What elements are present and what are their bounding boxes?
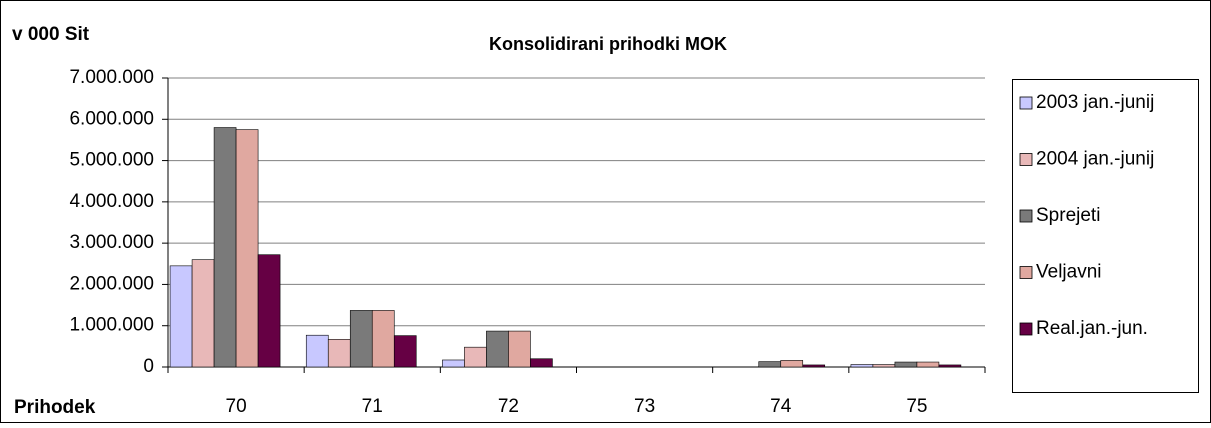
legend-swatch bbox=[1019, 266, 1033, 279]
legend-box bbox=[1012, 79, 1199, 393]
legend-label: 2004 jan.-junij bbox=[1036, 149, 1154, 170]
bar bbox=[802, 364, 826, 368]
x-tick-label: 74 bbox=[770, 396, 792, 417]
legend-swatch bbox=[1019, 209, 1033, 223]
legend-label: Sprejeti bbox=[1036, 205, 1100, 226]
y-tick-label: 6.000.000 bbox=[69, 108, 154, 129]
y-tick-label: 5.000.000 bbox=[69, 150, 154, 171]
x-tick-label: 73 bbox=[634, 396, 655, 417]
bar bbox=[442, 359, 465, 368]
y-tick-label: 3.000.000 bbox=[69, 232, 154, 253]
bar bbox=[327, 339, 351, 368]
bar bbox=[486, 330, 509, 368]
bar bbox=[758, 361, 782, 368]
y-tick-label: 2.000.000 bbox=[69, 273, 154, 294]
bar bbox=[169, 265, 193, 368]
bar bbox=[213, 127, 237, 368]
bar bbox=[894, 361, 918, 368]
bar bbox=[780, 360, 804, 368]
legend-swatch bbox=[1019, 153, 1033, 166]
legend-swatch bbox=[1019, 96, 1033, 110]
x-tick-label: 71 bbox=[362, 396, 383, 417]
bar bbox=[508, 330, 531, 368]
bar bbox=[257, 254, 281, 368]
y-tick-label: 0 bbox=[143, 356, 154, 377]
bar bbox=[850, 364, 874, 368]
bar bbox=[916, 361, 940, 368]
x-tick-label: 72 bbox=[498, 396, 519, 417]
bar bbox=[530, 358, 553, 368]
bar bbox=[305, 334, 329, 368]
bar bbox=[349, 310, 373, 368]
x-axis-label: Prihodek bbox=[14, 397, 96, 418]
y-axis-label: v 000 Sit bbox=[12, 24, 90, 45]
bar bbox=[872, 364, 896, 368]
legend-label: Real.jan.-jun. bbox=[1036, 318, 1148, 339]
x-tick-label: 70 bbox=[226, 396, 247, 417]
bar bbox=[235, 129, 259, 368]
y-tick-label: 1.000.000 bbox=[69, 315, 154, 336]
x-tick-label: 75 bbox=[906, 396, 927, 417]
legend-label: 2003 jan.-junij bbox=[1036, 92, 1154, 113]
y-tick-label: 7.000.000 bbox=[69, 67, 154, 88]
bar bbox=[938, 364, 962, 368]
legend-swatch bbox=[1019, 322, 1033, 336]
bar bbox=[371, 310, 395, 368]
y-tick-label: 4.000.000 bbox=[69, 191, 154, 212]
bar bbox=[393, 335, 417, 368]
bar bbox=[191, 259, 215, 368]
bar bbox=[464, 346, 487, 368]
legend-label: Veljavni bbox=[1036, 262, 1102, 283]
chart-title: Konsolidirani prihodki MOK bbox=[489, 34, 727, 54]
